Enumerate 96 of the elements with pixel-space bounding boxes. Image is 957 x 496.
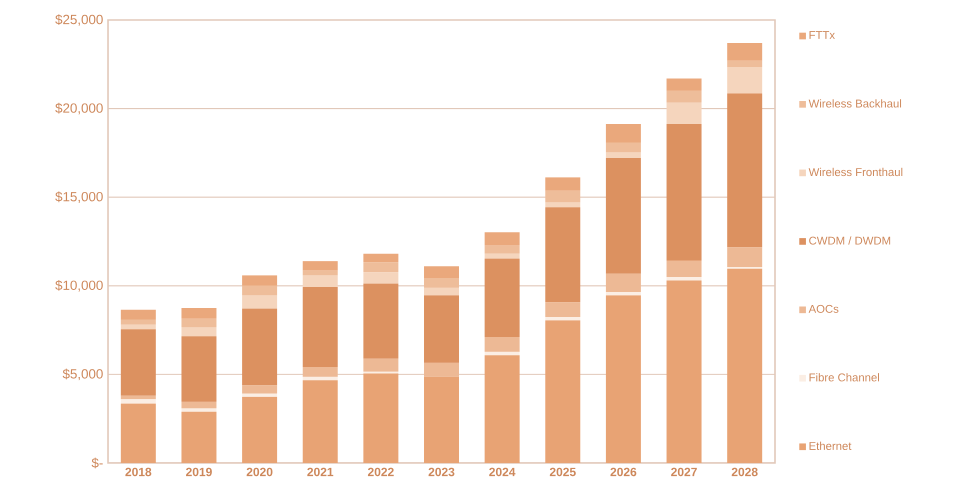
bar — [666, 78, 702, 91]
bar — [302, 366, 338, 377]
bar — [302, 287, 338, 367]
bar — [545, 207, 580, 302]
bar — [545, 320, 580, 463]
bar — [484, 232, 520, 246]
bar — [424, 376, 460, 463]
bar — [242, 308, 278, 386]
bar — [120, 319, 156, 325]
bar — [363, 254, 398, 262]
bar — [181, 402, 216, 408]
bar — [120, 329, 156, 396]
legend-label: CWDM / DWDM — [809, 236, 890, 245]
bar — [181, 327, 216, 336]
x-tick-label: 2021 — [307, 468, 334, 476]
bar — [302, 275, 338, 288]
y-tick-label: $25,000 — [55, 14, 103, 26]
bar — [484, 355, 520, 463]
bar — [484, 254, 520, 259]
bar — [606, 292, 641, 296]
x-tick-label: 2022 — [368, 468, 394, 476]
x-tick-label: 2018 — [125, 468, 152, 476]
bar — [120, 310, 156, 320]
bar — [424, 362, 460, 377]
x-tick-label: 2028 — [732, 468, 758, 476]
bar — [120, 399, 156, 404]
bar — [727, 268, 762, 463]
bar — [545, 202, 580, 208]
bar — [181, 336, 216, 402]
bar — [666, 90, 702, 103]
bar — [363, 262, 398, 272]
x-tick-label: 2019 — [186, 468, 212, 476]
bar — [242, 385, 278, 394]
bar — [363, 358, 398, 372]
bar — [363, 272, 398, 284]
bar — [606, 158, 641, 274]
bar — [120, 324, 156, 330]
bar — [242, 394, 278, 397]
bar — [181, 408, 216, 412]
bar — [606, 295, 641, 463]
bar — [545, 177, 580, 191]
x-tick-label: 2024 — [489, 468, 516, 476]
bar — [242, 295, 278, 309]
bar — [424, 295, 460, 363]
bar — [484, 258, 520, 337]
bar — [302, 380, 338, 463]
bar — [727, 94, 762, 248]
legend-label: Ethernet — [810, 442, 852, 450]
bar — [363, 284, 398, 359]
bar — [727, 66, 762, 94]
bar — [666, 124, 702, 260]
bar — [302, 270, 338, 276]
bar — [181, 318, 216, 328]
legend-label: Wireless Backhaul — [808, 99, 902, 108]
bar — [181, 308, 216, 319]
bar — [727, 247, 762, 268]
bar — [120, 404, 156, 463]
bar — [484, 245, 520, 254]
bar — [120, 396, 156, 400]
x-tick-label: 2020 — [246, 468, 272, 476]
x-tick-label: 2026 — [610, 468, 636, 476]
bar — [727, 60, 762, 67]
bar — [242, 285, 278, 296]
y-tick-label: $- — [92, 458, 103, 468]
bar — [545, 302, 580, 317]
bar — [606, 142, 641, 152]
x-tick-label: 2027 — [671, 468, 697, 476]
bar — [181, 412, 216, 463]
bar — [666, 102, 702, 124]
bar — [424, 278, 460, 288]
bar — [545, 190, 580, 202]
x-tick-label: 2023 — [428, 468, 454, 476]
bar — [424, 288, 460, 296]
legend-label: AOCs — [808, 304, 838, 313]
bar — [666, 277, 702, 280]
bar — [363, 374, 398, 463]
x-tick-label: 2025 — [550, 468, 576, 476]
bar — [606, 274, 641, 292]
bar — [666, 280, 702, 463]
legend-label: Fibre Channel — [810, 373, 880, 382]
y-tick-label: $20,000 — [55, 102, 103, 114]
bar — [242, 275, 278, 286]
bar — [242, 396, 278, 463]
bar — [484, 337, 520, 352]
bar — [424, 266, 460, 278]
bar — [606, 152, 641, 158]
y-tick-label: $10,000 — [55, 280, 103, 292]
bar — [666, 260, 702, 278]
y-tick-label: $15,000 — [55, 191, 103, 203]
bar — [727, 43, 762, 61]
bar — [545, 316, 580, 320]
bar — [606, 124, 641, 142]
legend-label: Wireless Fronthaul — [808, 168, 902, 176]
legend-label: FTTx — [810, 31, 835, 39]
bar — [302, 261, 338, 270]
y-tick-label: $5,000 — [62, 368, 103, 380]
